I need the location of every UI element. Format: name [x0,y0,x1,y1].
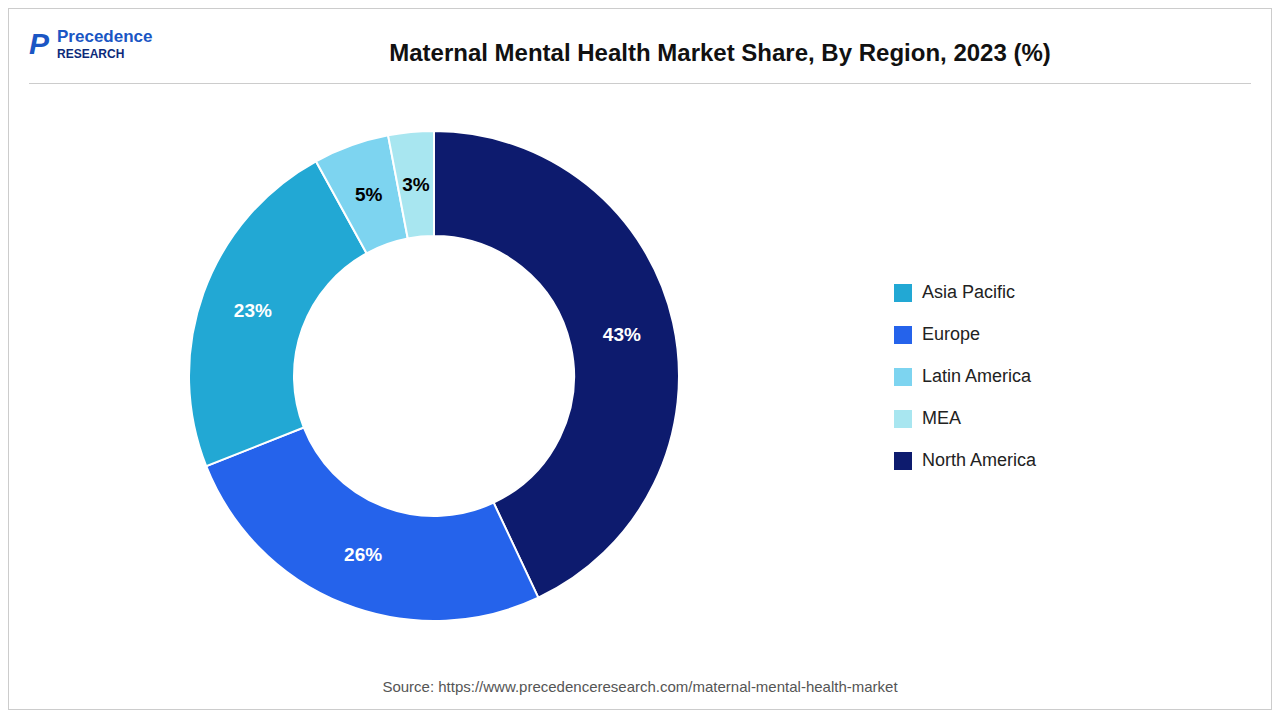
html-text:North America: North America [922,450,1036,470]
html-text:RESEARCH: RESEARCH [57,47,125,61]
svg-text:23%: 23% [234,300,272,321]
html-text:Latin America: Latin America [922,366,1031,386]
svg-text:3%: 3% [402,174,430,195]
html-text:P Precedence: P Precedence [29,27,153,60]
html-text:Source: https://www.precedence: Source: https://www.precedenceresearch.c… [382,678,898,695]
html-text:Europe: Europe [922,324,980,344]
svg-text:5%: 5% [355,184,383,205]
html-text:Maternal Mental Health Market: Maternal Mental Health Market Share, By … [389,39,1051,66]
svg-text:43%: 43% [603,324,641,345]
html-text:MEA: MEA [922,408,961,428]
html-text:Asia Pacific: Asia Pacific [922,282,1015,302]
svg-text:26%: 26% [344,544,382,565]
